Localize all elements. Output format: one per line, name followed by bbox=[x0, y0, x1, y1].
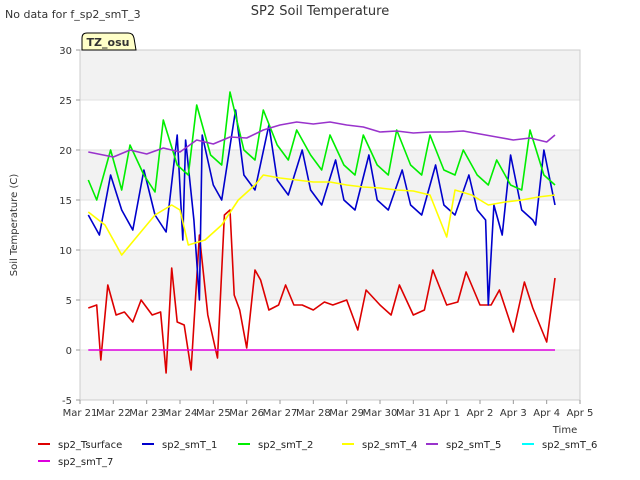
y-tick-label: 0 bbox=[66, 346, 72, 357]
legend-label-sp2_smT_4: sp2_smT_4 bbox=[362, 440, 417, 451]
x-tick-label: Apr 1 bbox=[433, 408, 460, 419]
x-tick-label: Mar 29 bbox=[329, 408, 364, 419]
legend: sp2_Tsurface sp2_smT_1 sp2_smT_2 sp2_smT_4 s… bbox=[38, 440, 597, 468]
series-line-sp2_smT_5 bbox=[88, 121, 556, 158]
series-line-sp2_Tsurface bbox=[88, 209, 556, 374]
x-tick-label: Mar 22 bbox=[96, 408, 131, 419]
x-tick-label: Apr 3 bbox=[500, 408, 527, 419]
legend-label-sp2_smT_2: sp2_smT_2 bbox=[258, 440, 313, 451]
legend-label-sp2_Tsurface: sp2_Tsurface bbox=[58, 440, 122, 451]
x-tick-label: Mar 21 bbox=[63, 408, 98, 419]
y-tick-label: -5 bbox=[62, 396, 72, 407]
station-badge: TZ_osu bbox=[81, 32, 137, 51]
legend-label-sp2_smT_7: sp2_smT_7 bbox=[58, 457, 113, 468]
legend-label-sp2_smT_6: sp2_smT_6 bbox=[542, 440, 597, 451]
legend-label-sp2_smT_1: sp2_smT_1 bbox=[162, 440, 217, 451]
chart-title: SP2 Soil Temperature bbox=[251, 4, 389, 19]
x-tick-label: Apr 2 bbox=[467, 408, 494, 419]
grid-band bbox=[80, 350, 580, 400]
x-tick-label: Mar 24 bbox=[163, 408, 198, 419]
series-line-sp2_smT_2 bbox=[87, 91, 556, 201]
grid-band bbox=[80, 150, 580, 200]
x-tick-label: Mar 27 bbox=[263, 408, 298, 419]
x-tick-label: Apr 4 bbox=[533, 408, 560, 419]
y-tick-label: 15 bbox=[59, 196, 72, 207]
legend-label-sp2_smT_5: sp2_smT_5 bbox=[446, 440, 501, 451]
x-tick-label: Mar 26 bbox=[229, 408, 264, 419]
x-tick-label: Mar 25 bbox=[196, 408, 231, 419]
x-axis-label: Time bbox=[552, 425, 577, 436]
x-tick-label: Mar 28 bbox=[296, 408, 331, 419]
y-tick-label: 20 bbox=[59, 146, 72, 157]
y-tick-label: 30 bbox=[59, 46, 72, 57]
x-tick-label: Mar 30 bbox=[363, 408, 398, 419]
y-tick-label: 25 bbox=[59, 96, 72, 107]
no-data-note: No data for f_sp2_smT_3 bbox=[5, 8, 141, 21]
plot-frame bbox=[79, 49, 581, 401]
grid-band bbox=[80, 250, 580, 300]
series-line-sp2_smT_4 bbox=[87, 174, 556, 256]
y-tick-label: 10 bbox=[59, 246, 72, 257]
x-tick-label: Mar 23 bbox=[129, 408, 164, 419]
series-line-sp2_smT_1 bbox=[87, 109, 556, 306]
grid-band bbox=[80, 50, 580, 100]
station-badge-label: TZ_osu bbox=[87, 36, 130, 49]
y-tick-label: 5 bbox=[66, 296, 72, 307]
y-axis-label: Soil Temperature (C) bbox=[9, 174, 20, 277]
x-tick-label: Mar 31 bbox=[396, 408, 431, 419]
x-tick-label: Apr 5 bbox=[567, 408, 594, 419]
